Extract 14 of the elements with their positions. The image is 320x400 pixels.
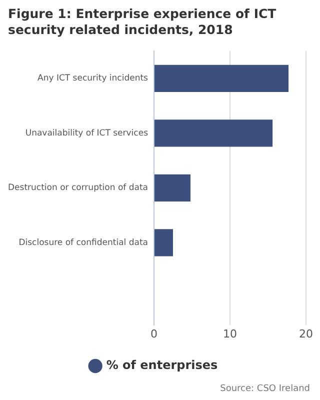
bar xyxy=(154,174,190,202)
source-note: Source: CSO Ireland xyxy=(220,384,310,394)
y-tick-label: Any ICT security incidents xyxy=(38,74,149,84)
bar xyxy=(154,120,273,147)
x-tick-label: 20 xyxy=(299,327,313,340)
chart-title: Figure 1: Enterprise experience of ICT security related incidents, 2018 xyxy=(8,6,278,38)
x-tick-label: 0 xyxy=(150,327,158,340)
y-tick-label: Destruction or corruption of data xyxy=(8,183,148,194)
bar xyxy=(154,64,289,92)
legend-label: % of enterprises xyxy=(106,358,218,372)
y-tick-label: Disclosure of confidential data xyxy=(18,238,148,248)
x-tick-label: 10 xyxy=(222,327,237,340)
y-tick-label: Unavailability of ICT services xyxy=(25,128,149,138)
bar xyxy=(154,229,173,256)
